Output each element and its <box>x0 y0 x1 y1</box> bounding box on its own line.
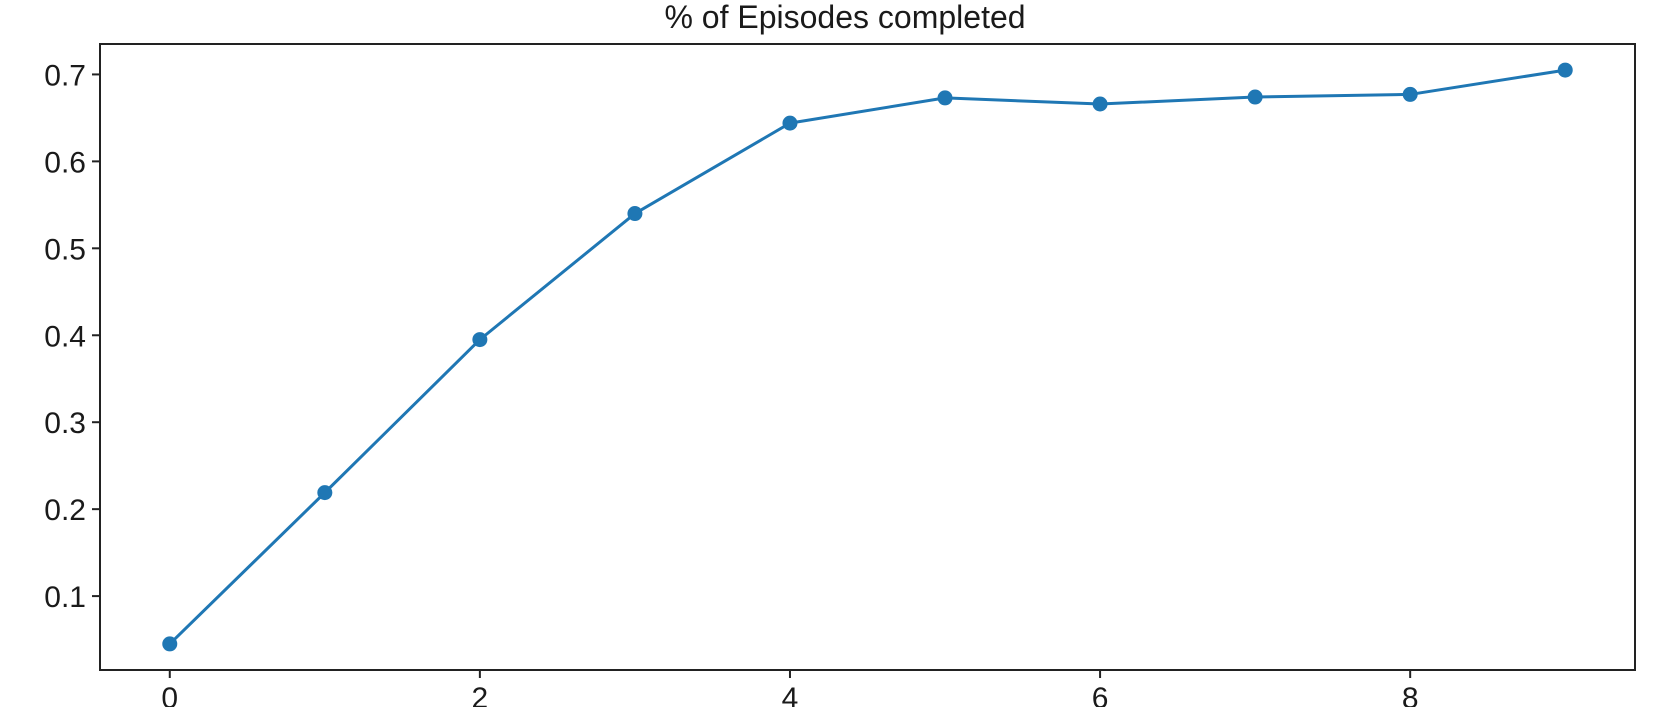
y-tick-label: 0.7 <box>44 59 86 92</box>
data-point <box>162 636 178 652</box>
data-point <box>937 90 953 106</box>
x-tick-label: 4 <box>782 682 799 707</box>
y-tick-label: 0.5 <box>44 233 86 266</box>
data-point <box>317 485 333 501</box>
x-tick-label: 8 <box>1402 682 1419 707</box>
data-point <box>1402 86 1418 102</box>
y-axis: 0.1 0.2 0.3 0.4 0.5 0.6 0.7 <box>44 59 100 614</box>
y-tick-label: 0.1 <box>44 581 86 614</box>
y-tick-label: 0.4 <box>44 320 86 353</box>
data-point <box>782 115 798 131</box>
x-tick-label: 0 <box>161 682 178 707</box>
series-line <box>168 68 1567 646</box>
plot-area-frame <box>99 43 1636 671</box>
x-tick-label: 2 <box>472 682 489 707</box>
data-point <box>472 332 488 348</box>
data-point <box>1557 62 1573 78</box>
x-tick-label: 6 <box>1092 682 1109 707</box>
chart-title: % of Episodes completed <box>664 0 1025 35</box>
x-axis: 0 2 4 6 8 <box>161 670 1419 707</box>
data-point <box>1247 89 1263 105</box>
y-tick-label: 0.6 <box>44 146 86 179</box>
data-point <box>1092 96 1108 112</box>
data-point <box>627 206 643 222</box>
y-tick-label: 0.3 <box>44 407 86 440</box>
y-tick-label: 0.2 <box>44 494 86 527</box>
series-points <box>162 62 1573 652</box>
